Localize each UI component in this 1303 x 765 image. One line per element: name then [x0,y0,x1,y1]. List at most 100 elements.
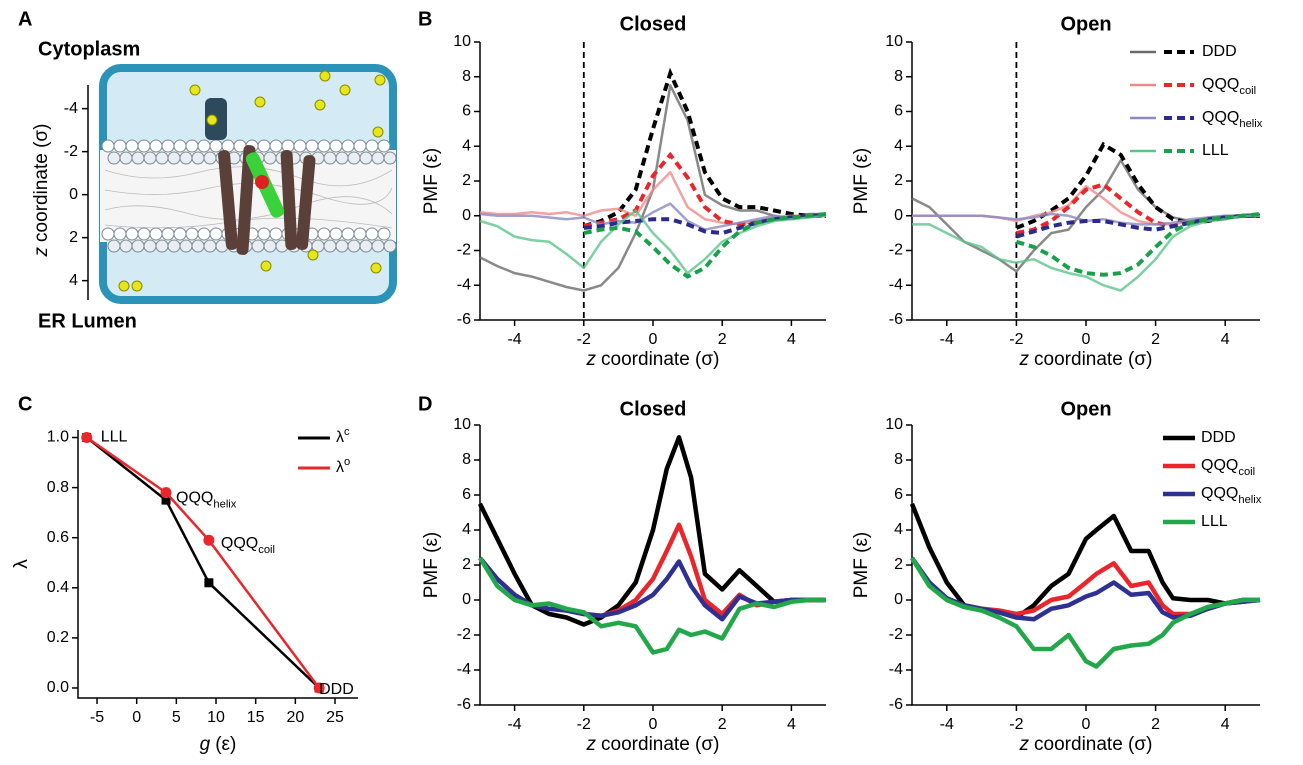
x-tick-label: 25 [326,709,344,726]
lipid-head [329,227,343,241]
x-tick-label: 4 [1221,331,1230,348]
label-text: QQQ [1202,109,1239,126]
axes [77,430,358,699]
y-tick-label: 8 [462,68,471,85]
label-text: QQQ [1201,485,1238,502]
model-line [1016,182,1260,236]
lipid-head [383,239,397,253]
marker [313,682,325,694]
lipid-head [119,151,133,165]
subscript: helix [213,499,236,511]
x-tick-label: 0 [132,709,141,726]
marker [203,534,215,546]
y-tick-label: 6 [462,103,471,120]
y-tick-label: -6 [889,311,903,328]
x-tick-label: 2 [718,331,727,348]
chart-title: Open [1060,398,1111,420]
y-tick-label: 2 [462,556,471,573]
subscript: coil [1238,466,1255,478]
label-text: λ [336,459,344,476]
lipid-head [173,139,187,153]
y-tick-label: 0 [894,207,903,224]
legend-label: QQQhelix [1201,485,1262,506]
lipid-head [161,139,175,153]
axis-variable: z [586,349,597,370]
x-tick-label: 10 [207,709,225,726]
axis-variable: g [200,734,211,755]
model-line [1015,213,1260,239]
lipid-head [347,151,361,165]
y-axis-label: PMF (ε) [421,148,442,215]
marker [160,487,172,499]
legend-label: DDD [1202,43,1237,60]
model-line [583,213,826,236]
y-tick-label: 0.8 [47,479,69,496]
lipid-head [257,227,271,241]
series-line [479,209,827,275]
lipid-head [155,151,169,165]
label-text: λ [336,429,344,446]
marker [81,432,93,444]
lipid-head [257,139,271,153]
lipid-head [203,151,217,165]
y-tick-label: 8 [462,451,471,468]
x-tick-label: 4 [1221,716,1230,733]
x-tick-label: 4 [787,716,796,733]
lipid-head [101,139,115,153]
lipid-head [173,227,187,241]
helices [205,98,316,255]
panel-letter: C [18,393,32,415]
model-line [583,212,827,279]
y-tick-label: 0 [894,591,903,608]
legend-label: λc [336,426,350,446]
y-tick-label: -6 [889,696,903,713]
lipid-head [335,151,349,165]
y-tick-label: 2 [462,172,471,189]
y-tick-label: 1.0 [47,429,69,446]
legend-label: QQQhelix [1202,109,1263,130]
x-tick-label: 5 [172,709,181,726]
lipid-head [317,139,331,153]
x-tick-label: 0 [649,716,658,733]
chart-title: Closed [620,398,687,420]
lipid-head [335,239,349,253]
x-axis-label: z coordinate (σ) [1019,734,1153,755]
lipid-head [293,139,307,153]
y-tick-label: 2 [69,229,78,246]
axis-variable: z [586,734,597,755]
lipid-head [143,239,157,253]
lipid-head [317,227,331,241]
x-tick-label: 0 [1082,716,1091,733]
lipid-head [377,227,391,241]
y-tick-label: 0 [69,186,78,203]
lipid-head [269,227,283,241]
lipid-head [107,151,121,165]
y-tick-label: 6 [894,103,903,120]
series-line [912,214,1260,292]
x-axis-label: z coordinate (σ) [586,349,720,370]
x-tick-label: -4 [940,331,954,348]
lipid-head [209,227,223,241]
legend-label: QQQcoil [1201,457,1255,478]
lipid-head [305,139,319,153]
x-tick-label: 2 [718,716,727,733]
x-tick-label: -4 [507,331,521,348]
lipid-head [251,239,265,253]
lipid-head [149,227,163,241]
label-text: QQQ [221,535,258,552]
series-line [479,202,826,231]
lipid-head [371,151,385,165]
point-label: QQQhelix [176,490,237,511]
axis-variable: z [31,246,52,257]
label-text: QQQ [1202,76,1239,93]
axis-text: coordinate (σ) [601,734,719,755]
y-tick-label: 0.6 [47,529,69,546]
lipid-head [341,139,355,153]
series-line [477,435,826,627]
lipid-head [341,227,355,241]
x-tick-label: -2 [577,716,591,733]
lipid-head [113,227,127,241]
x-tick-label: -4 [940,716,954,733]
series-line [910,556,1261,622]
lipid-head [269,139,283,153]
